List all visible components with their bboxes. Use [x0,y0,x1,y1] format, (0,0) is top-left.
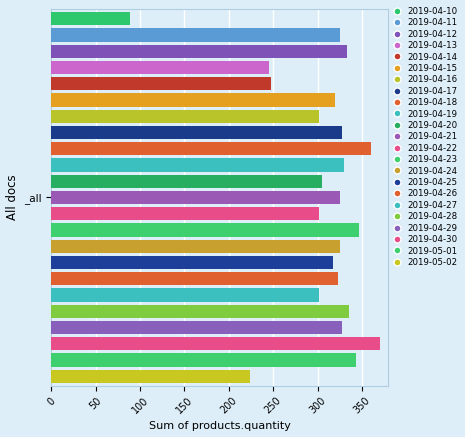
Bar [52,370,250,383]
Bar [52,28,340,42]
Bar [52,207,319,220]
Legend: 2019-04-10, 2019-04-11, 2019-04-12, 2019-04-13, 2019-04-14, 2019-04-15, 2019-04-: 2019-04-10, 2019-04-11, 2019-04-12, 2019… [392,5,459,269]
X-axis label: Sum of products.quantity: Sum of products.quantity [149,421,291,431]
Bar [52,321,342,334]
Bar [52,256,332,269]
Bar [52,126,342,139]
Bar [52,174,322,188]
Bar [52,61,269,74]
Y-axis label: All docs: All docs [6,175,19,220]
Bar [52,239,340,253]
Bar [52,305,349,318]
Bar [52,191,340,204]
Bar [52,77,271,90]
Bar [52,142,371,155]
Bar [52,158,344,172]
Bar [52,337,379,350]
Bar [52,272,338,285]
Bar [52,288,319,302]
Bar [52,45,347,58]
Bar [52,12,130,25]
Bar [52,110,319,123]
Bar [52,353,356,367]
Bar [52,223,359,236]
Bar [52,93,335,107]
